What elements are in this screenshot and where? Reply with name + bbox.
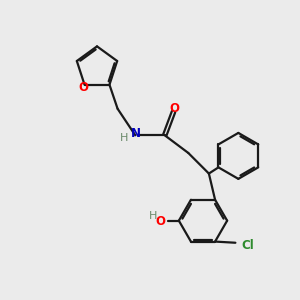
- Text: O: O: [155, 215, 165, 228]
- Text: N: N: [131, 127, 141, 140]
- Text: H: H: [120, 133, 128, 142]
- Text: H: H: [149, 211, 157, 221]
- Text: O: O: [169, 102, 179, 115]
- Text: Cl: Cl: [242, 239, 255, 252]
- Text: O: O: [78, 81, 88, 94]
